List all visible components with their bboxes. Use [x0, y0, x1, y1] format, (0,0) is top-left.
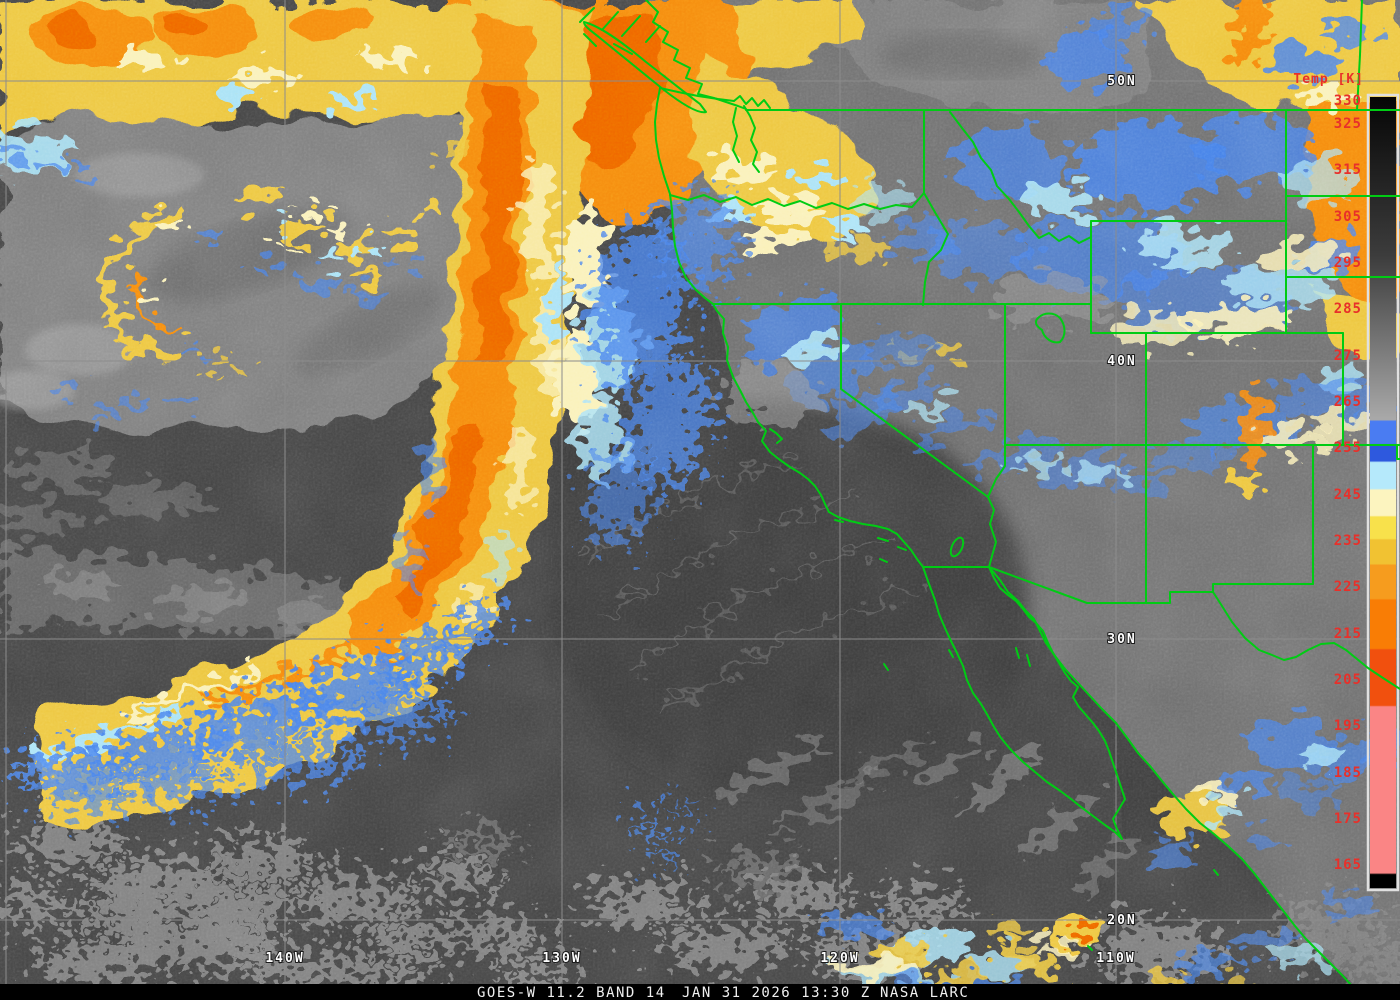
- colorbar-border: [1366, 93, 1400, 892]
- lat-label-20N: 20N: [1107, 913, 1136, 928]
- lon-label-110W: 110W: [1096, 951, 1135, 966]
- colorbar-tick-label: 205: [1334, 672, 1362, 688]
- coastline-mexico-mainland: [988, 566, 1353, 987]
- puget-sound: [732, 95, 771, 173]
- caption-bar: GOES-W 11.2 BAND 14 JAN 31 2026 13:30 Z …: [0, 984, 1400, 1000]
- colorbar-tick-label: 255: [1334, 440, 1362, 456]
- colorbar-tick-label: 235: [1334, 533, 1362, 549]
- border-ok-panhandle: [1396, 444, 1400, 460]
- border-id-mt: [949, 111, 1092, 244]
- baja-east-coast: [988, 566, 1126, 840]
- colorbar-tick-label: 215: [1334, 626, 1362, 642]
- lon-label-130W: 130W: [542, 951, 581, 966]
- lon-label-120W: 120W: [820, 951, 859, 966]
- colorbar-tick-labels: 330 325 315 305 295 285 275 265 255 245 235 225 215 2…: [1334, 93, 1362, 873]
- border-wa-or-columbia: [669, 192, 925, 210]
- lat-label-30N: 30N: [1107, 632, 1136, 647]
- lat-label-40N: 40N: [1107, 354, 1136, 369]
- vancouver-island: [583, 21, 707, 114]
- border-us-mexico: [922, 566, 1400, 690]
- cedros-island: [948, 649, 954, 658]
- lat-label-50N: 50N: [1107, 74, 1136, 89]
- geo-labels: 50N 40N 30N 20N 140W 130W 120W 110W: [264, 73, 1136, 967]
- caption-credit: NASA LARC: [880, 985, 969, 1000]
- colorbar-gradient: [1370, 97, 1396, 888]
- colorbar-tick-label: 295: [1334, 255, 1362, 271]
- border-nv-az: [987, 442, 1006, 498]
- colorbar-tick-label: 195: [1334, 718, 1362, 734]
- colorbar-tick-label: 325: [1334, 116, 1362, 132]
- gulf-islands: [1015, 647, 1219, 951]
- colorbar-tick-label: 245: [1334, 487, 1362, 503]
- colorbar-tick-label: 305: [1334, 209, 1362, 225]
- border-nm-tx-32n: [1212, 583, 1314, 593]
- san-francisco-bay: [769, 428, 783, 444]
- strait-juan-de-fuca: [659, 87, 735, 102]
- coastline-bc-fjords: [579, 7, 661, 55]
- baja-west-coast: [922, 566, 1123, 840]
- lon-label-140W: 140W: [265, 951, 304, 966]
- colorbar-tick-label: 185: [1334, 765, 1362, 781]
- channel-islands: [834, 519, 907, 563]
- colorbar-tick-label: 285: [1334, 301, 1362, 317]
- border-sk-mb: [1356, 0, 1363, 111]
- guadalupe-island: [883, 663, 889, 671]
- salton-sea: [949, 536, 965, 558]
- colorbar-tick-label: 315: [1334, 162, 1362, 178]
- border-colorado-river: [987, 496, 997, 568]
- border-or-id: [922, 192, 949, 306]
- map-borders: [579, 0, 1400, 987]
- colorbar-tick-label: 265: [1334, 394, 1362, 410]
- colorbar-title: Temp [K]: [1293, 72, 1364, 87]
- caption-satellite-band: GOES-W 11.2 BAND 14: [477, 985, 666, 1000]
- coastline-west-coast: [654, 87, 924, 568]
- colorbar-tick-label: 175: [1334, 811, 1362, 827]
- colorbar-tick-label: 225: [1334, 579, 1362, 595]
- border-ca-nv: [840, 303, 989, 498]
- coastline-bc-mainland: [645, 0, 747, 110]
- great-salt-lake: [1034, 312, 1066, 344]
- colorbar-tick-label: 330: [1334, 93, 1362, 109]
- colorbar-tick-label: 275: [1334, 348, 1362, 364]
- colorbar: [1366, 93, 1400, 892]
- colorbar-tick-label: 165: [1334, 857, 1362, 873]
- caption-datetime: JAN 31 2026 13:30 Z: [682, 985, 871, 1000]
- caption-background: [0, 984, 1400, 1000]
